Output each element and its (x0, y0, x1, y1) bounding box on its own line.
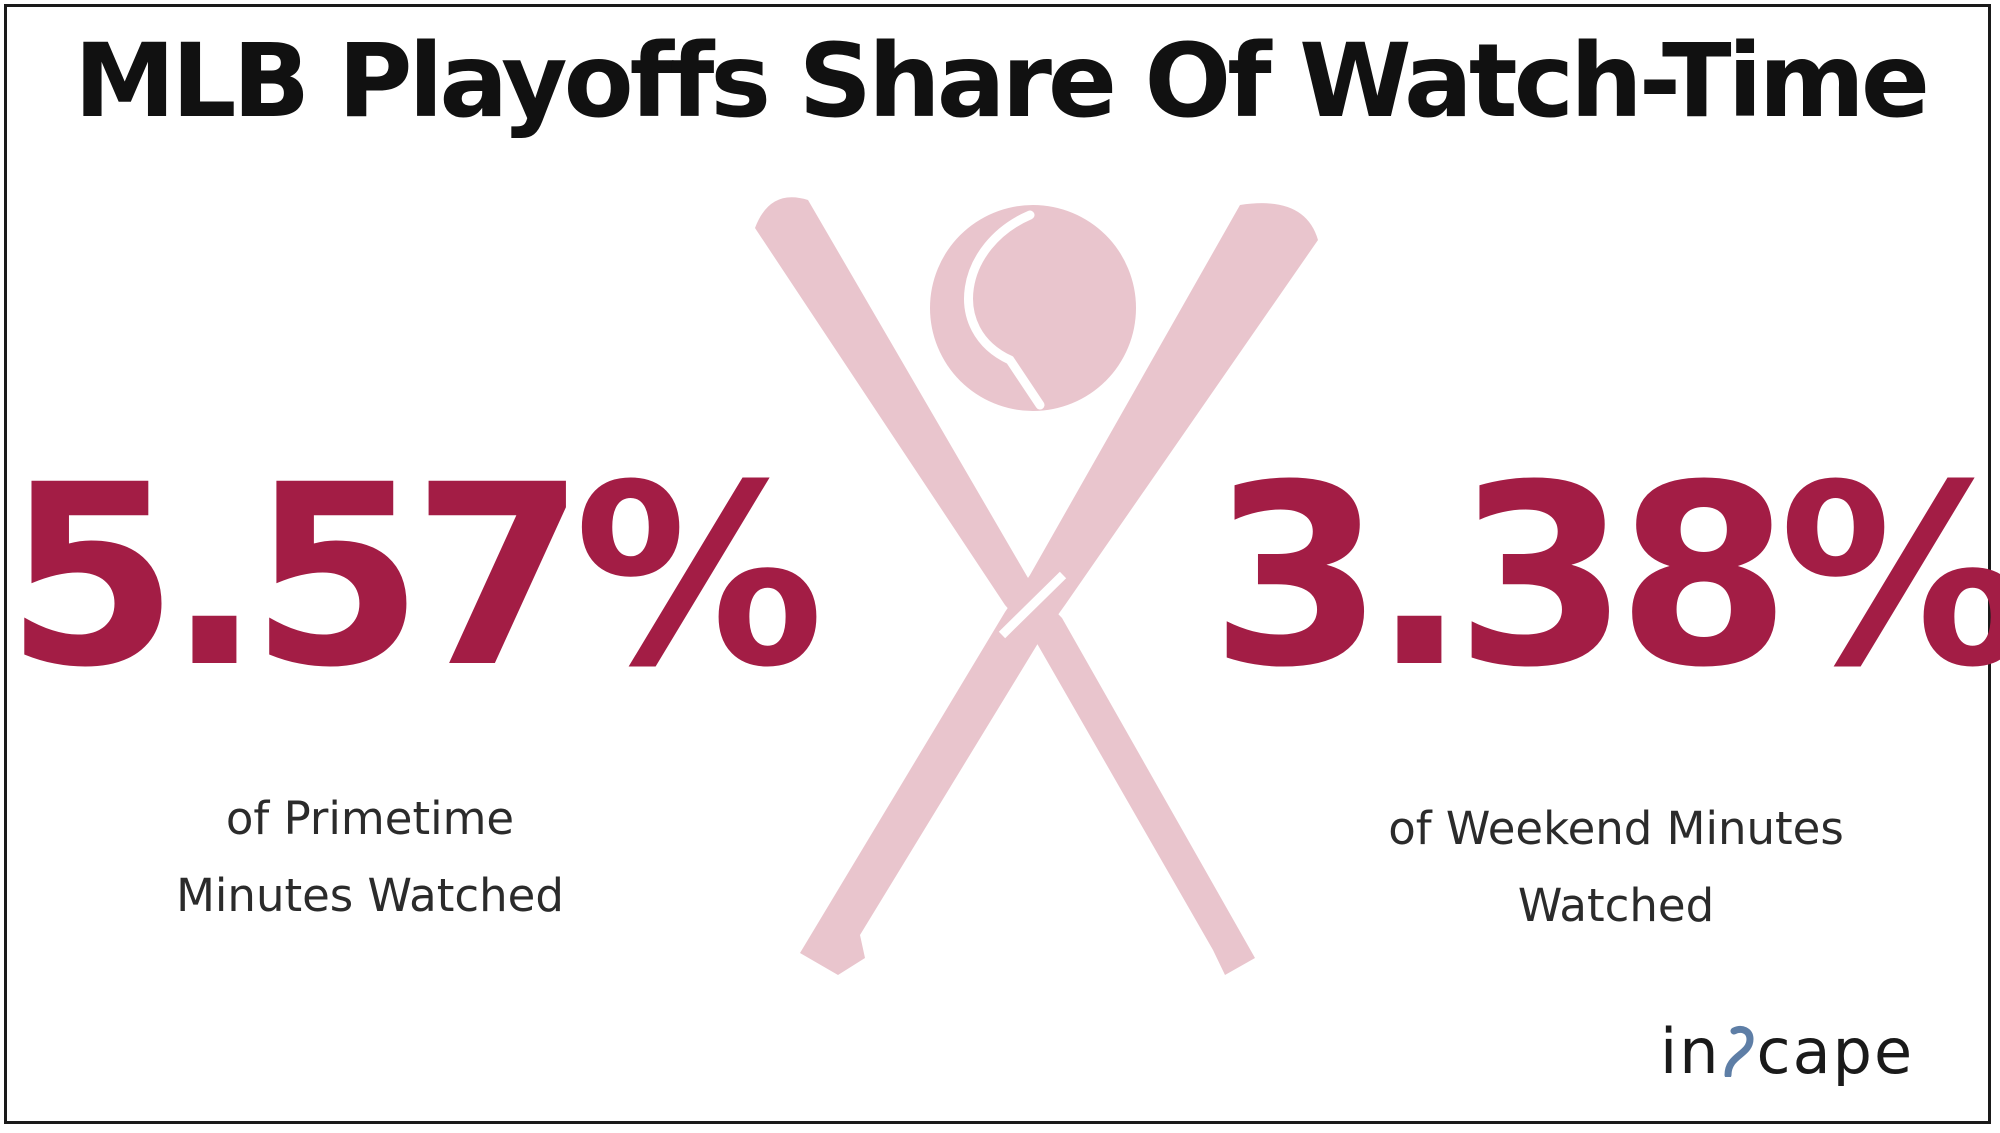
primetime-share-caption: of Primetime Minutes Watched (90, 780, 650, 934)
page-title: MLB Playoffs Share Of Watch-Time (73, 22, 1930, 141)
baseball-bat-icon (800, 203, 1318, 975)
logo-text-start: in (1660, 1015, 1721, 1088)
caption-line: Minutes Watched (176, 869, 564, 922)
logo-s-mark-icon (1724, 1025, 1754, 1077)
caption-line: of Weekend Minutes (1388, 802, 1844, 855)
logo-text-end: cape (1756, 1015, 1915, 1088)
inscape-logo: in cape (1660, 1015, 1980, 1088)
weekend-share-value: 3.38% (1210, 431, 2000, 722)
caption-line: Watched (1517, 879, 1715, 932)
caption-line: of Primetime (225, 792, 515, 845)
weekend-share-caption: of Weekend Minutes Watched (1336, 790, 1896, 944)
baseball-icon (930, 205, 1136, 411)
primetime-share-value: 5.57% (5, 431, 824, 722)
baseball-bat-icon (755, 197, 1255, 975)
